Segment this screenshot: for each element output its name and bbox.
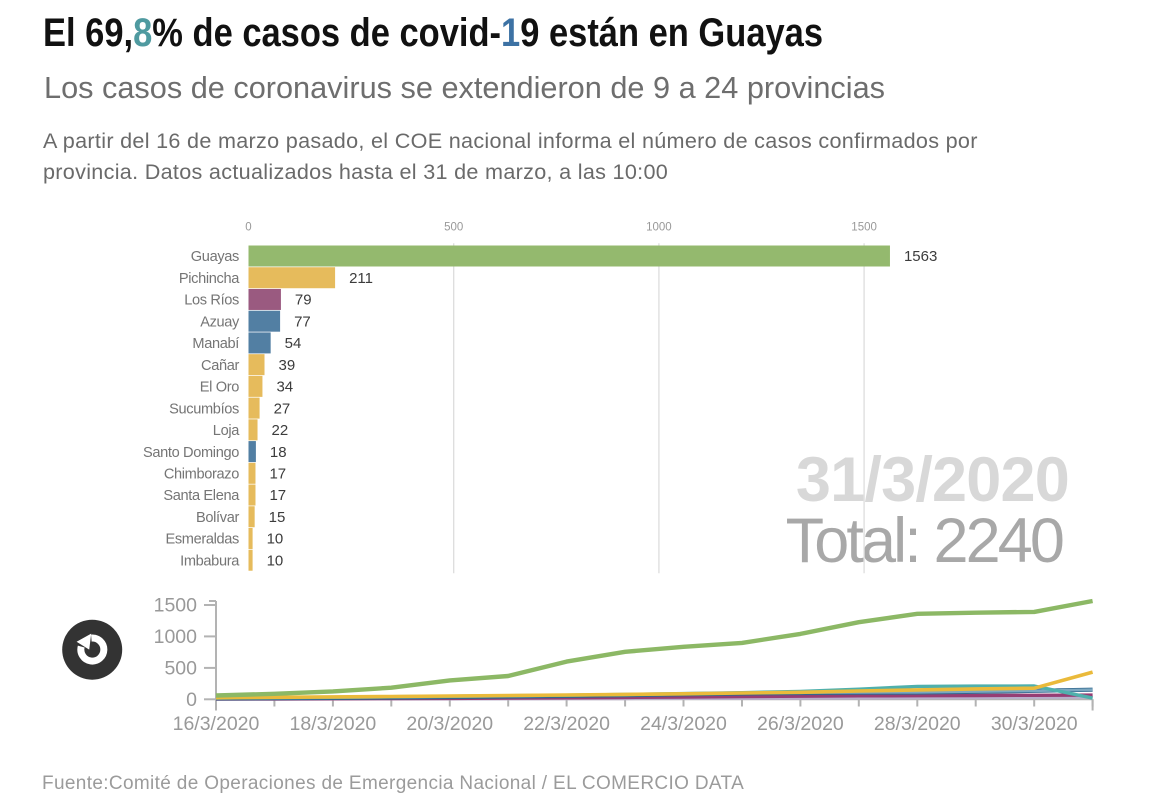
- svg-text:39: 39: [279, 357, 296, 374]
- svg-text:24/3/2020: 24/3/2020: [640, 713, 727, 735]
- svg-text:1500: 1500: [154, 595, 198, 617]
- svg-text:Santa Elena: Santa Elena: [163, 488, 240, 504]
- svg-text:Santo Domingo: Santo Domingo: [143, 445, 239, 461]
- svg-text:27: 27: [274, 400, 291, 417]
- svg-text:30/3/2020: 30/3/2020: [991, 713, 1078, 735]
- svg-text:El Oro: El Oro: [200, 380, 239, 396]
- svg-text:1000: 1000: [154, 626, 198, 648]
- svg-text:18: 18: [270, 444, 287, 461]
- svg-text:1000: 1000: [646, 222, 672, 234]
- svg-text:Loja: Loja: [213, 423, 240, 439]
- svg-text:10: 10: [267, 531, 284, 548]
- svg-text:0: 0: [245, 222, 251, 234]
- svg-text:79: 79: [295, 292, 312, 309]
- svg-text:28/3/2020: 28/3/2020: [874, 713, 961, 735]
- svg-text:10: 10: [267, 552, 284, 569]
- svg-text:Imbabura: Imbabura: [180, 553, 240, 569]
- svg-text:54: 54: [285, 335, 302, 352]
- svg-text:18/3/2020: 18/3/2020: [290, 713, 377, 735]
- svg-text:Sucumbíos: Sucumbíos: [169, 401, 239, 417]
- svg-text:16/3/2020: 16/3/2020: [173, 713, 260, 735]
- svg-text:34: 34: [276, 379, 293, 396]
- svg-text:Manabí: Manabí: [192, 336, 239, 352]
- svg-text:211: 211: [349, 270, 373, 287]
- svg-text:Bolívar: Bolívar: [196, 510, 239, 526]
- svg-text:Los Ríos: Los Ríos: [184, 293, 239, 309]
- svg-text:500: 500: [164, 657, 197, 679]
- svg-text:Cañar: Cañar: [201, 358, 239, 374]
- svg-text:1563: 1563: [904, 248, 937, 265]
- svg-text:500: 500: [444, 222, 463, 234]
- svg-text:20/3/2020: 20/3/2020: [406, 713, 493, 735]
- svg-text:26/3/2020: 26/3/2020: [757, 713, 844, 735]
- svg-text:22: 22: [272, 422, 289, 439]
- svg-text:77: 77: [294, 313, 311, 330]
- svg-text:1500: 1500: [851, 222, 877, 234]
- svg-text:0: 0: [186, 689, 197, 711]
- svg-text:15: 15: [269, 509, 286, 526]
- svg-text:Guayas: Guayas: [191, 249, 239, 265]
- svg-text:17: 17: [269, 466, 286, 483]
- svg-text:Azuay: Azuay: [200, 314, 240, 330]
- svg-text:22/3/2020: 22/3/2020: [523, 713, 610, 735]
- svg-text:Chimborazo: Chimborazo: [164, 467, 239, 483]
- svg-text:Pichincha: Pichincha: [179, 271, 240, 287]
- svg-text:Esmeraldas: Esmeraldas: [165, 532, 239, 548]
- svg-text:17: 17: [269, 487, 286, 504]
